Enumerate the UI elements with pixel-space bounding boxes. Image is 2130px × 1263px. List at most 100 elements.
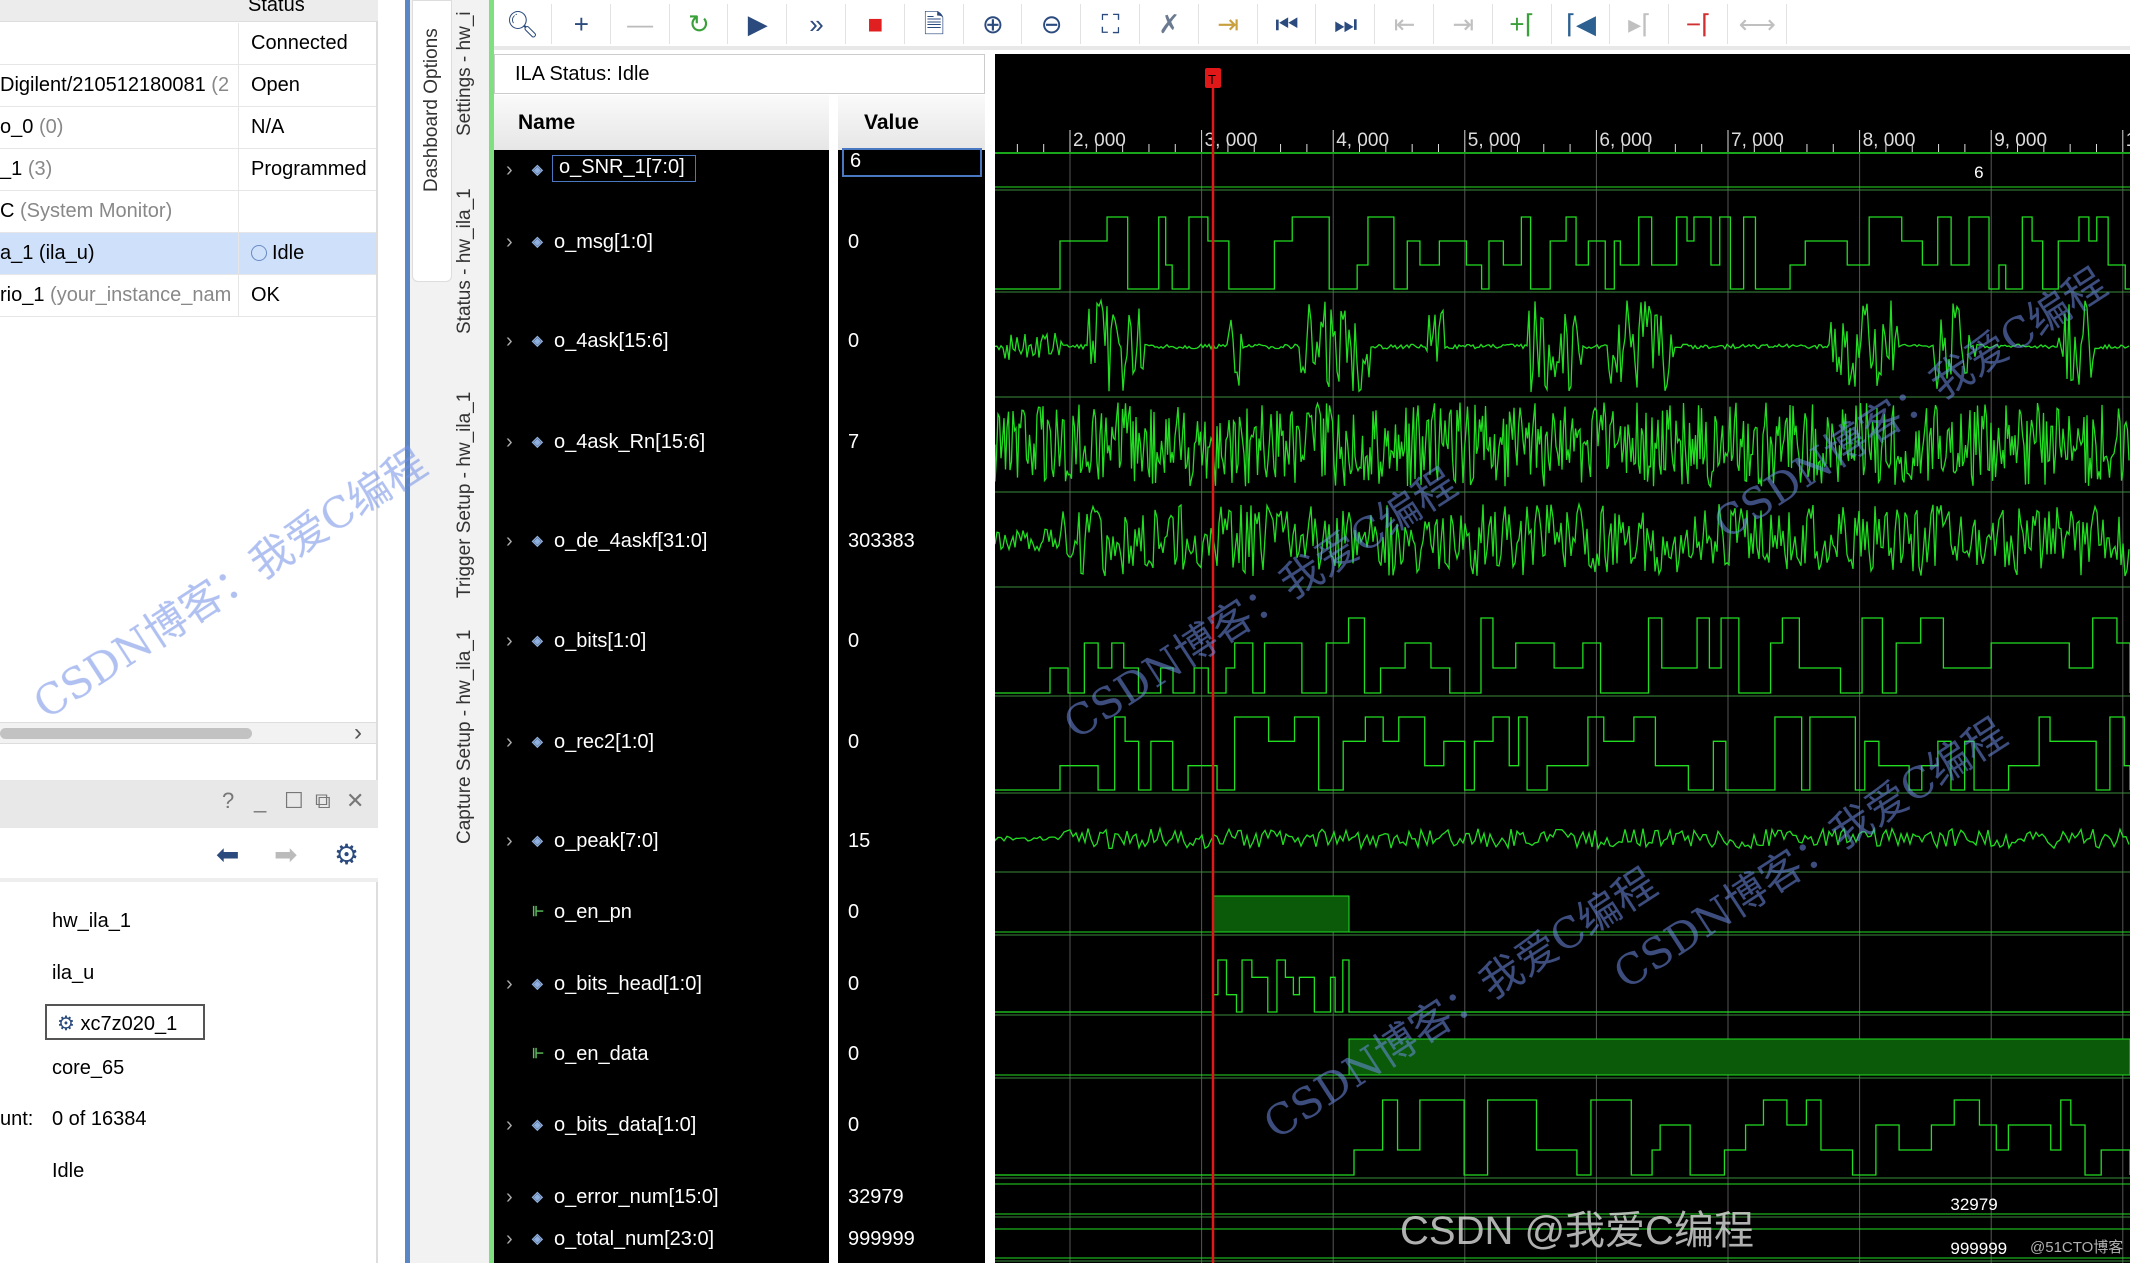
waveform-canvas[interactable]: 2, 000 3, 000 4, 000 5, 000 6, 000 7, 000 8, 0… xyxy=(995,54,2130,1263)
signal-row[interactable]: ⊩ o_en_data xyxy=(494,1041,829,1071)
run-trigger-immediate-button[interactable]: ↻ xyxy=(670,4,729,44)
float-icon[interactable]: ⧉ xyxy=(315,788,331,813)
go-to-end-button[interactable]: ⏭ xyxy=(1317,4,1376,44)
pane-divider[interactable] xyxy=(985,54,995,1263)
zoom-out-icon: ⊖ xyxy=(1040,9,1063,39)
expand-chevron-icon[interactable]: › xyxy=(506,1186,513,1208)
scroll-right-icon[interactable]: › xyxy=(354,719,362,746)
signal-name: o_de_4askf[31:0] xyxy=(554,530,708,552)
delete-marker-button[interactable]: −⌈ xyxy=(1670,4,1728,44)
name-column-header[interactable]: Name xyxy=(494,95,829,150)
gear-icon[interactable]: ⚙ xyxy=(334,839,360,870)
51cto-watermark: @51CTO博客 xyxy=(2030,1239,2124,1256)
signal-row[interactable]: › ◈ o_bits_head[1:0] xyxy=(494,971,829,1001)
plus-button[interactable]: + xyxy=(553,4,611,44)
hardware-status-text: Programmed xyxy=(251,158,367,180)
signal-row[interactable]: › ◈ o_error_num[15:0] xyxy=(494,1184,829,1214)
go-to-cursor-button[interactable]: ⇥ xyxy=(1200,4,1258,44)
hardware-status-text: Open xyxy=(251,74,300,96)
value-column-header[interactable]: Value xyxy=(838,95,985,150)
expand-chevron-icon[interactable]: › xyxy=(506,630,513,652)
column-divider[interactable] xyxy=(829,95,838,1263)
signal-row[interactable]: ⊩ o_en_pn xyxy=(494,899,829,929)
hardware-row[interactable]: _1 (3) Programmed xyxy=(0,149,376,191)
device-link[interactable]: ⚙︎ xc7z020_1 xyxy=(45,1004,205,1040)
export-button[interactable]: 🗎 xyxy=(906,4,964,44)
hardware-row[interactable]: Connected xyxy=(0,23,376,65)
swap-markers-icon: ⟷ xyxy=(1738,9,1776,39)
bus-signal-icon: ◈ xyxy=(532,532,543,548)
minimize-icon[interactable]: _ xyxy=(254,788,267,813)
previous-transition-button[interactable]: ⇤ xyxy=(1376,4,1434,44)
expand-chevron-icon[interactable]: › xyxy=(506,431,513,453)
expand-chevron-icon[interactable]: › xyxy=(506,830,513,852)
hardware-name: C (System Monitor) xyxy=(0,200,236,223)
swap-markers-button[interactable]: ⟷ xyxy=(1729,4,1787,44)
next-marker-button[interactable]: ▸⌈ xyxy=(1611,4,1670,44)
expand-chevron-icon[interactable]: › xyxy=(506,973,513,995)
hardware-name: rio_1 (your_instance_nam xyxy=(0,284,236,307)
signal-row[interactable]: › ◈ o_msg[1:0] xyxy=(494,229,829,259)
signal-row[interactable]: › ◈ o_4ask_Rn[15:6] xyxy=(494,429,829,459)
add-marker-icon: +⌈ xyxy=(1509,9,1535,39)
zoom-out-button[interactable]: ⊖ xyxy=(1023,4,1082,44)
hardware-name-text: rio_1 xyxy=(0,284,51,306)
back-arrow-icon[interactable]: ⬅ xyxy=(216,839,240,870)
status-column-header[interactable]: Status xyxy=(248,0,305,16)
hardware-row[interactable]: o_0 (0) N/A xyxy=(0,107,376,149)
expand-chevron-icon[interactable]: › xyxy=(506,330,513,352)
tab-status[interactable]: Status - hw_ila_1 xyxy=(454,188,475,334)
previous-marker-button[interactable]: ⌈◀ xyxy=(1552,4,1611,44)
expand-chevron-icon[interactable]: › xyxy=(506,731,513,753)
stop-button[interactable]: ■ xyxy=(847,4,905,44)
signal-value: 32979 xyxy=(848,1186,904,1208)
hardware-row[interactable]: Digilent/210512180081 (2 Open xyxy=(0,65,376,107)
zoom-in-button[interactable]: ⊕ xyxy=(964,4,1023,44)
hardware-row[interactable]: a_1 (ila_u) Idle xyxy=(0,233,376,275)
run-trigger-button[interactable]: ▶ xyxy=(729,4,788,44)
tab-dashboard-options[interactable] xyxy=(412,0,452,282)
horizontal-scrollbar[interactable]: › xyxy=(0,719,376,746)
zoom-fit-button[interactable]: ⛶ xyxy=(1082,4,1140,44)
bus-wave-label: 32979 xyxy=(1950,1195,1997,1214)
hardware-row[interactable]: C (System Monitor) xyxy=(0,191,376,233)
signal-row[interactable]: › ◈ o_rec2[1:0] xyxy=(494,729,829,759)
signal-row[interactable]: › ◈ o_bits[1:0] xyxy=(494,628,829,658)
expand-chevron-icon[interactable]: › xyxy=(506,231,513,253)
properties-header: ? _ ☐ ⧉ ✕ xyxy=(0,780,378,828)
expand-chevron-icon[interactable]: › xyxy=(506,530,513,552)
close-icon[interactable]: ✕ xyxy=(346,788,365,813)
signal-value: 999999 xyxy=(848,1228,915,1250)
forward-arrow-icon[interactable]: ➡ xyxy=(274,839,298,870)
minus-button[interactable]: — xyxy=(612,4,670,44)
signal-row[interactable]: › ◈ o_SNR_1[7:0] xyxy=(494,155,829,187)
msg-wave xyxy=(995,216,2130,290)
expand-chevron-icon[interactable]: › xyxy=(506,1228,513,1250)
hardware-row[interactable]: rio_1 (your_instance_nam OK xyxy=(0,275,376,317)
go-to-start-button[interactable]: ⏮ xyxy=(1258,4,1317,44)
tab-dashboard-options-label[interactable]: Dashboard Options xyxy=(421,28,442,192)
signal-row[interactable]: › ◈ o_de_4askf[31:0] xyxy=(494,528,829,558)
expand-chevron-icon[interactable]: › xyxy=(506,159,513,181)
add-marker-button[interactable]: +⌈ xyxy=(1494,4,1552,44)
trigger-marker-icon[interactable] xyxy=(1205,68,1221,88)
signal-row[interactable]: › ◈ o_bits_data[1:0] xyxy=(494,1112,829,1142)
tab-trigger-setup[interactable]: Trigger Setup - hw_ila_1 xyxy=(454,391,475,598)
bus-signal-icon: ◈ xyxy=(532,433,543,449)
cut-button[interactable]: ✗ xyxy=(1141,4,1199,44)
expand-chevron-icon[interactable]: › xyxy=(506,1114,513,1136)
zoom-in-icon: ⊕ xyxy=(981,9,1004,39)
run-immediate-button[interactable]: » xyxy=(788,4,846,44)
tab-settings[interactable]: Settings - hw_i xyxy=(454,11,475,136)
scrollbar-thumb[interactable] xyxy=(0,728,252,739)
next-transition-button[interactable]: ⇥ xyxy=(1435,4,1493,44)
signal-row[interactable]: › ◈ o_peak[7:0] xyxy=(494,828,829,858)
signal-value: 0 xyxy=(848,330,860,352)
signal-name: o_en_data xyxy=(554,1043,649,1065)
maximize-icon[interactable]: ☐ xyxy=(284,788,304,813)
search-button[interactable]: 🔍︎ xyxy=(494,4,552,44)
signal-row[interactable]: › ◈ o_total_num[23:0] xyxy=(494,1226,829,1256)
help-icon[interactable]: ? xyxy=(222,788,235,813)
tab-capture-setup[interactable]: Capture Setup - hw_ila_1 xyxy=(454,629,475,844)
signal-row[interactable]: › ◈ o_4ask[15:6] xyxy=(494,328,829,358)
